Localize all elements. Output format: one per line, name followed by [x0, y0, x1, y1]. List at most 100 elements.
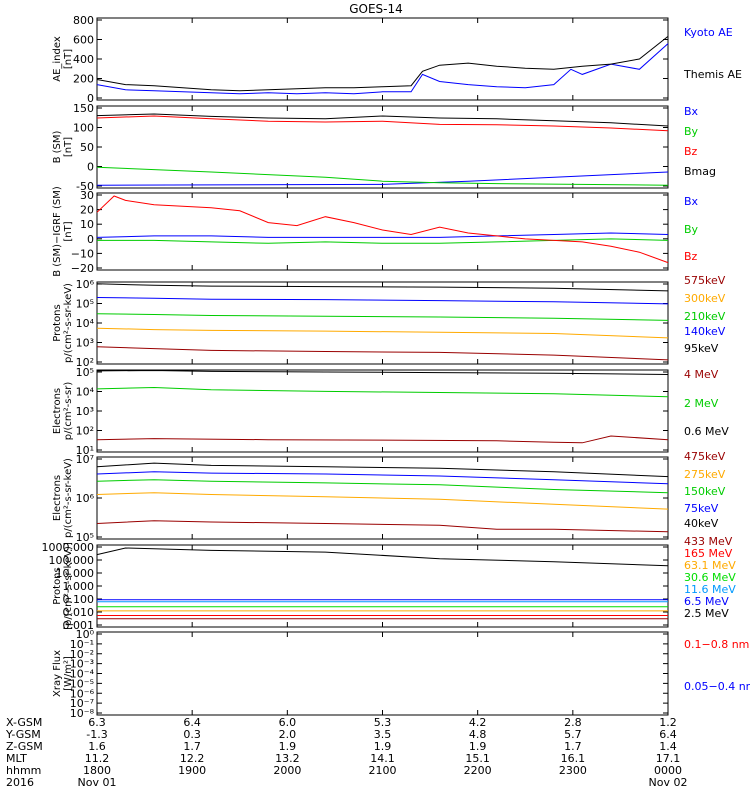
legend-63-1-mev: 63.1 MeV [684, 559, 736, 572]
legend-2-5-mev: 2.5 MeV [684, 607, 729, 620]
legend-by: By [684, 125, 699, 138]
legend-433-mev: 433 MeV [684, 535, 733, 548]
legend-275kev: 275keV [684, 468, 726, 481]
ephemeris-row-label: Y-GSM [5, 728, 41, 741]
panel-frame [96, 192, 669, 271]
series-line-95kev [96, 283, 669, 292]
legend-40kev: 40keV [684, 517, 719, 530]
y-tick-label: 10⁻⁴ [70, 668, 95, 681]
series-line-bmag [96, 113, 669, 127]
legend-0-1-0-8-nm: 0.1−0.8 nm [684, 638, 749, 651]
ephemeris-value: 5.3 [374, 716, 392, 729]
y-tick-label: 10¹ [76, 444, 94, 457]
panel-7: 1000.000100.00010.0001.0000.1000.0100.00… [42, 535, 737, 632]
y-axis-label: [p/(cm²-s-sr-keV)] [63, 542, 74, 630]
series-line-300kev [96, 327, 669, 339]
ephemeris-value: 15.1 [465, 752, 490, 765]
y-tick-label: -50 [76, 180, 94, 193]
y-tick-label: 0.100 [63, 593, 95, 606]
ephemeris-value: 1.7 [564, 740, 582, 753]
y-tick-label: −20 [71, 262, 94, 275]
ephemeris-value: 12.2 [180, 752, 205, 765]
y-tick-label: 30 [80, 189, 94, 202]
ephemeris-value: 2.8 [564, 716, 582, 729]
y-axis-label: Protons [52, 304, 63, 341]
series-line-75kev [96, 471, 669, 485]
series-line-themis-ae [96, 36, 669, 92]
y-tick-label: 10⁻² [70, 648, 94, 661]
y-axis-label: B (SM)−IGRF (SM) [52, 186, 63, 277]
series-line-2-5-mev [96, 547, 669, 567]
series-line-4-mev [96, 435, 669, 444]
ephemeris-value: 1800 [83, 764, 111, 777]
ephemeris-value: -1.3 [86, 728, 107, 741]
y-tick-label: 10⁶ [76, 492, 95, 505]
ephemeris-value: 4.8 [469, 728, 487, 741]
y-axis-label: p/(cm²-s-sr-keV) [63, 283, 74, 363]
panel-1: 800 600 400 200 0 AE_index [nT] Kyoto AE Themis … [52, 14, 742, 105]
y-axis-label: [nT] [63, 49, 74, 69]
y-tick-label: 50 [80, 141, 94, 154]
y-tick-label: 10⁻⁸ [70, 707, 95, 720]
ephemeris-value: 6.3 [88, 716, 106, 729]
y-tick-label: 10⁰ [76, 628, 95, 641]
ephemeris-value: 6.0 [279, 716, 297, 729]
legend-6-5-mev: 6.5 MeV [684, 595, 729, 608]
series-line-150kev [96, 479, 669, 494]
y-tick-label: 0 [87, 92, 94, 105]
y-tick-label: 10⁻⁷ [70, 697, 94, 710]
ephemeris-value: 3.5 [374, 728, 392, 741]
y-tick-label: −10 [71, 247, 94, 260]
ephemeris-value: 0000 [654, 764, 682, 777]
y-tick-label: 200 [73, 73, 94, 86]
y-tick-label: 10⁻¹ [70, 638, 94, 651]
ephemeris-row-label: X-GSM [6, 716, 42, 729]
y-tick-label: 100.000 [49, 554, 95, 567]
legend-bmag: Bmag [684, 165, 716, 178]
y-tick-label: 100 [73, 122, 94, 135]
y-tick-label: 0.001 [63, 619, 95, 632]
legend-bz: Bz [684, 250, 698, 263]
ephemeris-value: 17.1 [656, 752, 681, 765]
ephemeris-value: 1900 [178, 764, 206, 777]
legend-0-05-0-4-nm: 0.05−0.4 nm [684, 680, 750, 693]
ephemeris-row-label: MLT [6, 752, 27, 765]
ephemeris-value: 13.2 [275, 752, 300, 765]
ephemeris-value: 1.9 [279, 740, 297, 753]
legend-0-6-mev: 0.6 MeV [684, 425, 729, 438]
y-tick-label: 10⁷ [76, 453, 94, 466]
panel-5: 10⁵ 10⁴ 10³ 10² 10¹ Electrons p/(cm²-s-sr) 4 Me… [52, 366, 729, 457]
legend-150kev: 150keV [684, 485, 726, 498]
series-line-kyoto-ae [96, 43, 669, 95]
series-line-bx [96, 232, 669, 238]
y-tick-label: 10³ [76, 337, 94, 350]
y-tick-label: 1000.000 [42, 541, 95, 554]
series-line-bz [96, 115, 669, 132]
y-tick-label: 0.010 [63, 606, 95, 619]
y-axis-label: B (SM) [52, 130, 63, 163]
ephemeris-value: 14.1 [370, 752, 395, 765]
ephemeris-value: 2300 [559, 764, 587, 777]
y-tick-label: 20 [80, 204, 94, 217]
series-line-40kev [96, 462, 669, 478]
y-tick-label: 800 [73, 14, 94, 27]
ephemeris-value: 4.2 [469, 716, 487, 729]
y-tick-label: 10⁵ [76, 531, 94, 544]
ephemeris-value: 16.1 [561, 752, 586, 765]
legend-575kev: 575keV [684, 274, 726, 287]
y-axis-label: Electrons [52, 475, 63, 521]
ephemeris-value: 5.7 [564, 728, 582, 741]
ephemeris-value: 6.4 [183, 716, 201, 729]
series-line-275kev [96, 492, 669, 510]
legend-475kev: 475keV [684, 450, 726, 463]
y-tick-label: 10 [80, 218, 94, 231]
y-tick-label: 400 [73, 53, 94, 66]
ephemeris-value: 1.2 [659, 716, 677, 729]
y-tick-label: 10³ [76, 405, 94, 418]
legend-by: By [684, 223, 699, 236]
ephemeris-value: 2000 [273, 764, 301, 777]
